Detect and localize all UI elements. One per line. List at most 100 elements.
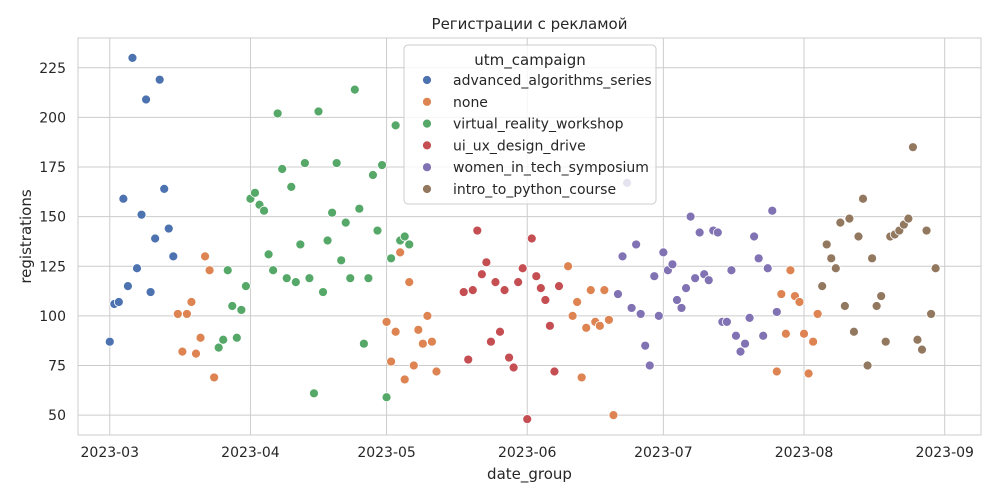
legend-label: advanced_algorithms_series bbox=[453, 73, 652, 89]
data-point bbox=[517, 263, 528, 274]
data-point bbox=[340, 217, 351, 228]
data-point bbox=[844, 213, 855, 224]
y-tick-label: 225 bbox=[39, 61, 66, 77]
legend-label: women_in_tech_symposium bbox=[453, 160, 649, 176]
data-point bbox=[726, 265, 737, 276]
data-point bbox=[826, 253, 837, 264]
data-point bbox=[368, 170, 378, 180]
data-point bbox=[200, 251, 210, 262]
legend-marker bbox=[422, 140, 432, 151]
data-point bbox=[295, 239, 306, 250]
data-point bbox=[381, 392, 392, 403]
data-point bbox=[381, 316, 392, 327]
data-point bbox=[903, 213, 914, 224]
data-point bbox=[327, 207, 338, 218]
data-point bbox=[408, 360, 419, 371]
data-point bbox=[336, 255, 347, 266]
x-tick-label: 2023-05 bbox=[357, 445, 416, 461]
data-point bbox=[626, 303, 637, 313]
data-point bbox=[703, 275, 714, 286]
data-point bbox=[390, 120, 401, 131]
legend-marker bbox=[422, 184, 432, 194]
data-point bbox=[862, 360, 873, 371]
data-point bbox=[767, 205, 778, 216]
data-point bbox=[182, 309, 192, 319]
data-point bbox=[145, 287, 156, 297]
data-point bbox=[581, 322, 592, 333]
data-point bbox=[522, 414, 533, 425]
data-point bbox=[576, 372, 587, 383]
data-point bbox=[404, 239, 415, 250]
data-point bbox=[554, 281, 564, 292]
data-point bbox=[572, 297, 583, 307]
data-point bbox=[141, 94, 151, 105]
data-point bbox=[104, 336, 115, 347]
data-point bbox=[508, 362, 519, 373]
data-point bbox=[213, 342, 224, 353]
x-axis-title: date_group bbox=[487, 465, 572, 484]
data-point bbox=[667, 259, 678, 270]
x-tick-label: 2023-07 bbox=[634, 445, 693, 461]
data-point bbox=[563, 261, 573, 272]
data-point bbox=[377, 160, 387, 170]
data-point bbox=[545, 320, 555, 331]
data-point bbox=[830, 263, 841, 274]
data-point bbox=[191, 348, 201, 359]
data-point bbox=[604, 314, 614, 325]
data-point bbox=[876, 291, 887, 301]
data-point bbox=[613, 289, 623, 299]
data-point bbox=[463, 354, 474, 365]
data-point bbox=[640, 340, 651, 351]
data-point bbox=[472, 225, 483, 236]
data-point bbox=[744, 312, 755, 323]
data-point bbox=[467, 285, 478, 295]
data-point bbox=[277, 164, 288, 174]
x-tick-label: 2023-09 bbox=[915, 445, 974, 461]
data-point bbox=[631, 239, 642, 250]
legend: utm_campaign advanced_algorithms_seriesn… bbox=[403, 44, 657, 205]
data-point bbox=[118, 193, 129, 204]
data-point bbox=[535, 283, 546, 294]
data-point bbox=[399, 374, 410, 385]
data-point bbox=[345, 273, 356, 284]
data-point bbox=[912, 334, 923, 345]
data-point bbox=[599, 285, 610, 295]
data-point bbox=[127, 52, 138, 63]
legend-label: virtual_reality_workshop bbox=[453, 117, 624, 133]
data-point bbox=[268, 265, 279, 276]
data-point bbox=[758, 330, 769, 341]
data-point bbox=[399, 231, 410, 242]
data-point bbox=[431, 366, 442, 377]
data-point bbox=[849, 326, 859, 337]
data-point bbox=[685, 211, 696, 222]
data-point bbox=[853, 231, 864, 242]
data-point bbox=[358, 338, 369, 349]
data-point bbox=[930, 263, 941, 274]
legend-label: ui_ux_design_drive bbox=[453, 138, 586, 154]
data-point bbox=[504, 352, 514, 363]
data-point bbox=[136, 209, 147, 220]
data-point bbox=[608, 410, 619, 421]
data-point bbox=[594, 320, 605, 331]
legend-title: utm_campaign bbox=[474, 51, 585, 70]
y-tick-label: 50 bbox=[48, 408, 66, 424]
data-point bbox=[322, 235, 333, 246]
data-point bbox=[490, 277, 501, 288]
data-point bbox=[771, 366, 782, 377]
data-point bbox=[617, 251, 628, 262]
data-point bbox=[331, 158, 342, 168]
data-point bbox=[676, 303, 687, 313]
data-point bbox=[363, 273, 374, 284]
legend-marker bbox=[422, 75, 432, 85]
data-point bbox=[240, 281, 251, 292]
data-point bbox=[304, 273, 315, 284]
data-point bbox=[644, 360, 655, 371]
data-point bbox=[926, 309, 936, 319]
data-point bbox=[299, 158, 310, 168]
data-point bbox=[835, 217, 846, 228]
data-point bbox=[458, 287, 469, 297]
legend-box bbox=[403, 44, 657, 205]
data-point bbox=[227, 301, 238, 311]
data-point bbox=[272, 108, 283, 119]
